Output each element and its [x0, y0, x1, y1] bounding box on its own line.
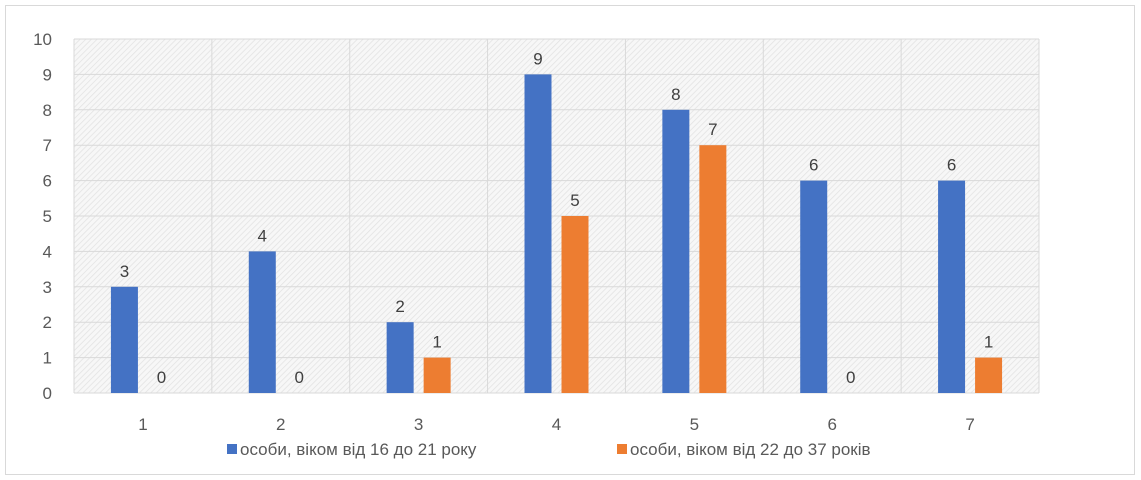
legend: особи, віком від 16 до 21 року особи, вік… — [227, 440, 871, 459]
data-label: 5 — [570, 191, 579, 210]
legend-label: особи, віком від 22 до 37 років — [630, 440, 871, 459]
y-axis-tick-labels: 0 1 2 3 4 5 6 7 8 9 10 — [33, 30, 52, 403]
y-tick-label: 3 — [43, 278, 52, 297]
bar-series-2 — [699, 145, 727, 393]
data-label: 6 — [809, 156, 818, 175]
bar-series-1 — [524, 74, 552, 394]
x-tick-label: 3 — [414, 415, 423, 434]
legend-label: особи, віком від 16 до 21 року — [240, 440, 477, 459]
legend-swatch — [227, 444, 237, 454]
x-tick-label: 4 — [552, 415, 561, 434]
bar-series-1 — [800, 180, 828, 393]
data-label: 6 — [947, 156, 956, 175]
y-tick-label: 9 — [43, 65, 52, 84]
bar-series-1 — [938, 180, 966, 393]
x-tick-label: 2 — [276, 415, 285, 434]
data-label: 0 — [157, 368, 166, 387]
data-label: 1 — [432, 333, 441, 352]
data-labels: 3 0 4 0 2 1 9 5 8 7 6 0 6 1 — [120, 49, 994, 387]
data-label: 7 — [708, 120, 717, 139]
y-tick-label: 1 — [43, 349, 52, 368]
bar-series-2 — [975, 357, 1003, 393]
x-tick-label: 7 — [965, 415, 974, 434]
x-tick-label: 1 — [138, 415, 147, 434]
gridlines — [73, 38, 1040, 394]
x-tick-label: 6 — [827, 415, 836, 434]
y-tick-label: 2 — [43, 313, 52, 332]
y-tick-label: 5 — [43, 207, 52, 226]
bar-series-1 — [248, 251, 276, 393]
data-label: 8 — [671, 85, 680, 104]
y-tick-label: 4 — [43, 242, 52, 261]
bar-series-1 — [662, 109, 690, 394]
bar-series-2 — [423, 357, 451, 393]
bar-series-2 — [561, 216, 589, 393]
legend-swatch — [617, 444, 627, 454]
data-label: 1 — [984, 333, 993, 352]
y-tick-label: 6 — [43, 172, 52, 191]
data-label: 4 — [258, 226, 267, 245]
bar-series-1 — [110, 286, 138, 393]
data-label: 2 — [395, 297, 404, 316]
x-axis-tick-labels: 1 2 3 4 5 6 7 — [138, 415, 975, 434]
bars — [110, 74, 1003, 394]
y-tick-label: 10 — [33, 30, 52, 49]
data-label: 0 — [846, 368, 855, 387]
bar-series-1 — [386, 322, 414, 393]
x-tick-label: 5 — [690, 415, 699, 434]
y-tick-label: 7 — [43, 136, 52, 155]
data-label: 0 — [295, 368, 304, 387]
y-tick-label: 0 — [43, 384, 52, 403]
y-tick-label: 8 — [43, 101, 52, 120]
data-label: 3 — [120, 262, 129, 281]
data-label: 9 — [533, 49, 542, 68]
